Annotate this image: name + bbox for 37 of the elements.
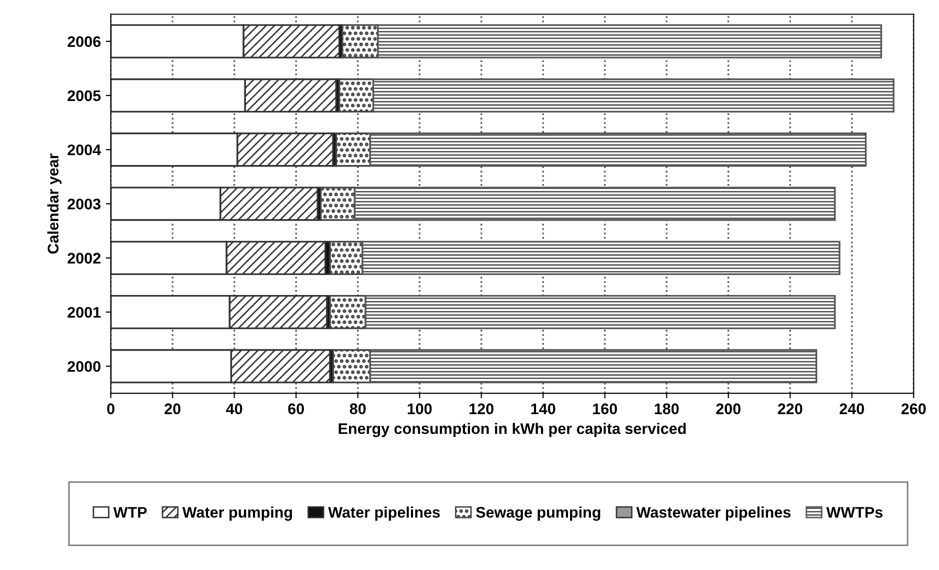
x-tick-label: 260	[901, 403, 926, 414]
bar	[320, 186, 356, 221]
x-tick-label: 200	[716, 403, 740, 414]
x-tick-label: 20	[164, 403, 180, 414]
legend-label: Water pumping	[182, 506, 292, 521]
x-tick-label: 100	[408, 403, 432, 414]
y-tick-label: 2001	[68, 306, 101, 318]
legend-label: Water pipelines	[328, 506, 440, 521]
bar	[362, 240, 840, 276]
y-tick-label: 2005	[68, 90, 101, 102]
x-tick-label: 220	[778, 403, 802, 414]
legend-label: WWTPs	[826, 507, 883, 518]
legend-label: Wastewater pipelines	[636, 506, 791, 521]
bar	[335, 132, 372, 167]
y-tick-label: 2004	[68, 144, 101, 156]
bar	[338, 78, 374, 113]
x-tick-label: 80	[350, 403, 366, 414]
y-tick-label: 2000	[68, 361, 100, 372]
x-tick-label: 40	[226, 403, 242, 414]
legend-label: Sewage pumping	[476, 506, 600, 521]
y-axis-title: Calendar year	[47, 153, 62, 254]
y-tick-label: 2002	[68, 252, 100, 264]
bar	[329, 294, 366, 330]
x-tick-label: 60	[288, 403, 304, 414]
x-tick-label: 180	[654, 403, 679, 414]
x-tick-label: 0	[107, 403, 114, 414]
bar	[332, 349, 372, 384]
x-tick-label: 160	[593, 403, 617, 414]
x-tick-label: 120	[470, 403, 494, 414]
y-tick-label: 2003	[68, 198, 101, 210]
legend-label: WTP	[113, 507, 147, 518]
x-tick-label: 140	[531, 403, 556, 414]
y-tick-label: 2006	[68, 36, 101, 48]
x-tick-label: 240	[840, 403, 864, 414]
bar	[342, 24, 379, 58]
bar	[329, 240, 364, 276]
x-axis-title: Energy consumption in kWh per capita serviced	[338, 422, 686, 438]
